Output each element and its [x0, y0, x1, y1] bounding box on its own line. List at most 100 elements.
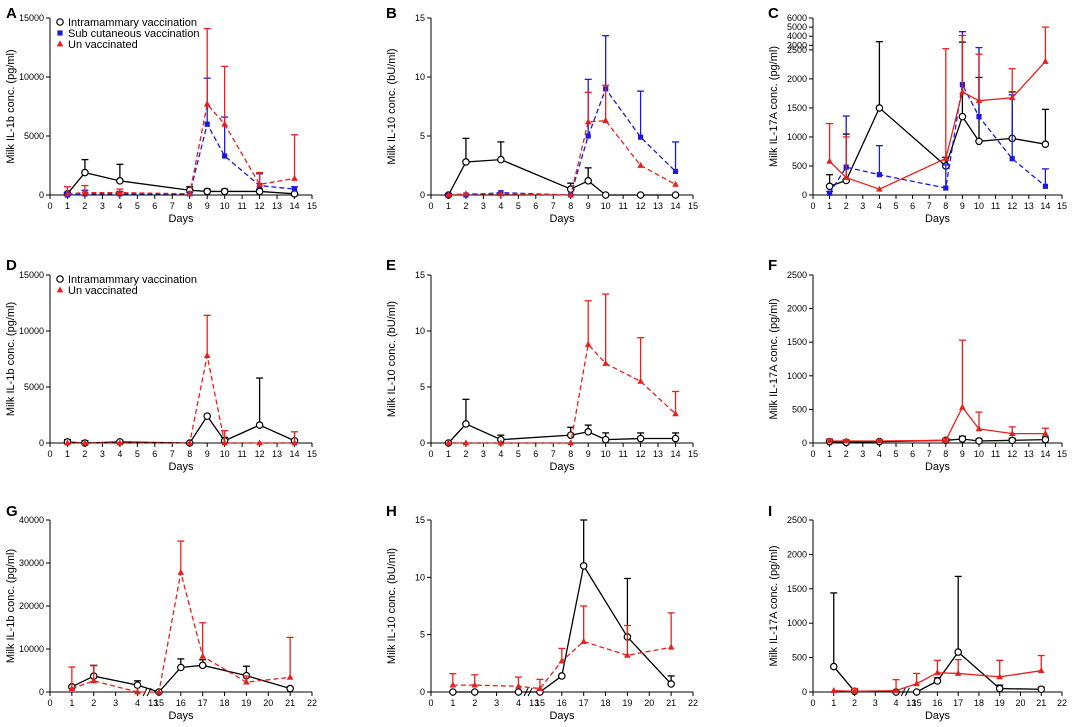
data-point-triangle [445, 439, 452, 446]
data-point-circle [470, 688, 479, 696]
series-intramammary [825, 41, 1050, 191]
data-point-circle [584, 177, 593, 185]
x-tick-label: 2 [82, 201, 87, 211]
data-point-circle [558, 672, 566, 680]
series-line [448, 119, 676, 196]
data-point-circle [636, 434, 645, 443]
x-tick-label: 5 [516, 201, 521, 211]
x-tick-label: 2 [463, 201, 468, 211]
x-tick-label: 4 [498, 201, 503, 211]
y-tick-label: 40000 [19, 515, 44, 525]
x-tick-label: 8 [568, 201, 573, 211]
x-tick-label: 5 [135, 201, 140, 211]
data-point-triangle [567, 439, 575, 446]
data-point-circle [1041, 435, 1050, 444]
x-tick-label: 15 [1057, 449, 1067, 459]
data-point-triangle [959, 88, 966, 95]
x-tick-label: 6 [910, 449, 915, 459]
x-axis-title: Days [925, 710, 951, 722]
x-tick-label: 19 [622, 698, 632, 708]
data-point-triangle [558, 657, 566, 664]
y-tick-label: 2500 [787, 515, 807, 525]
data-point-triangle [90, 677, 98, 684]
y-tick-label: 2000 [787, 304, 807, 314]
x-tick-label: 0 [428, 201, 433, 211]
series-unvaccinated [63, 27, 299, 197]
y-tick-label: 2500 [787, 270, 807, 280]
data-point-triangle [449, 681, 457, 688]
series-unvaccinated [445, 293, 680, 446]
data-point-square [1009, 156, 1015, 162]
y-tick-label: 0 [39, 190, 44, 200]
x-tick-label: 11 [991, 201, 1000, 211]
data-point-triangle [842, 173, 850, 180]
x-tick-label: 0 [47, 201, 52, 211]
x-tick-label: 10 [220, 201, 230, 211]
x-tick-label: 10 [601, 201, 611, 211]
data-point-triangle [155, 688, 163, 695]
data-point-triangle [672, 180, 679, 187]
legend-label: Sub cutaneous vaccination [68, 28, 199, 40]
x-tick-label: 8 [943, 201, 948, 211]
x-tick-label: 11 [618, 201, 627, 211]
x-tick-label: 13 [1024, 201, 1034, 211]
legend-label: Intramammary vaccination [68, 274, 197, 286]
data-point-triangle [134, 688, 141, 695]
data-point-triangle [826, 157, 833, 164]
x-tick-label: 21 [666, 698, 676, 708]
data-point-circle [462, 420, 470, 428]
data-point-square [827, 190, 833, 196]
series-line [448, 343, 676, 444]
y-tick-label: 5000 [24, 131, 44, 141]
legend-item: Intramammary vaccination [56, 274, 197, 286]
panel-a: 0 1 2 3 4 5 6 7 8 9 10 11 12 13 14 15050001000015000Day… [5, 5, 317, 225]
series-line [67, 102, 295, 195]
x-tick-label: 3 [481, 449, 486, 459]
x-tick-label: 18 [220, 698, 230, 708]
data-point-triangle [959, 403, 966, 410]
data-point-triangle [584, 118, 592, 125]
data-point-triangle [842, 437, 850, 444]
data-point-triangle [1037, 667, 1045, 674]
legend-label: Intramammary vaccination [68, 17, 197, 29]
data-point-circle [912, 688, 921, 696]
data-point-circle [975, 437, 983, 445]
y-tick-label: 0 [420, 190, 425, 200]
series-unvaccinated [449, 605, 675, 691]
data-point-triangle [497, 439, 505, 446]
series-unvaccinated [826, 339, 1049, 444]
y-axis-title: Milk IL-17A conc. (pg/ml) [768, 545, 780, 666]
x-tick-label: 2 [852, 698, 857, 708]
x-tick-label: 4 [135, 698, 140, 708]
x-tick-label: 14 [671, 201, 681, 211]
series-line [448, 87, 676, 196]
series-unvaccinated [830, 654, 1045, 694]
x-tick-label: 15 [307, 449, 317, 459]
legend-label: Un vaccinated [68, 39, 138, 51]
x-tick-label: 14 [290, 201, 300, 211]
data-point-triangle [81, 439, 89, 446]
data-point-triangle [243, 678, 250, 685]
x-tick-label: 0 [47, 449, 52, 459]
data-point-circle [203, 187, 212, 196]
x-tick-label: 8 [187, 201, 192, 211]
x-tick-label: 4 [894, 698, 899, 708]
data-point-circle [198, 661, 207, 670]
data-point-triangle [515, 682, 522, 689]
x-tick-label: 3 [860, 449, 865, 459]
data-point-square [1042, 183, 1048, 189]
x-tick-label: 22 [307, 698, 317, 708]
data-point-square [291, 186, 298, 192]
x-tick-label: 7 [170, 449, 175, 459]
y-tick-label: 10 [415, 326, 425, 336]
x-axis-title: Days [925, 213, 951, 225]
data-point-circle [958, 112, 967, 121]
x-tick-label: 17 [579, 698, 589, 708]
data-point-triangle [996, 673, 1004, 680]
data-point-square [672, 168, 679, 174]
x-tick-label: 0 [428, 698, 433, 708]
data-point-triangle [256, 180, 263, 187]
y-axis-title: Milk IL-17A conc. (pg/ml) [768, 298, 780, 419]
x-tick-label: 10 [974, 201, 984, 211]
y-tick-label: 15 [415, 270, 425, 280]
